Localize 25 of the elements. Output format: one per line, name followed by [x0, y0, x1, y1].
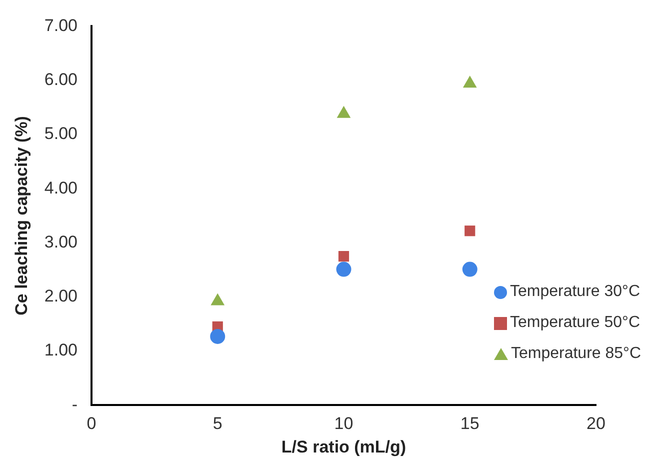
- point: [336, 106, 351, 118]
- point: [464, 226, 476, 236]
- y-tick-label: 2.00: [44, 286, 78, 306]
- x-tick-label: 20: [586, 414, 606, 434]
- legend-label: Temperature 50°C: [510, 314, 640, 332]
- y-tick-label: 7.00: [44, 16, 78, 35]
- y-tick-label: 4.00: [44, 178, 78, 198]
- legend-label: Temperature 85°C: [510, 345, 641, 363]
- x-tick-label: 0: [86, 414, 96, 434]
- point: [336, 262, 352, 277]
- legend-label: Temperature 30°C: [510, 283, 640, 301]
- x-tick-label: 15: [460, 414, 480, 434]
- y-tick-label: 5.00: [44, 124, 78, 144]
- y-tick-label: 3.00: [44, 232, 78, 252]
- x-tick-label: 5: [212, 414, 222, 434]
- y-tick-label: -: [72, 394, 78, 414]
- point: [338, 251, 350, 262]
- y-axis-title: Ce leaching capacity (%): [12, 116, 31, 316]
- point: [462, 76, 477, 88]
- point: [210, 328, 226, 344]
- x-tick-label: 10: [334, 414, 354, 434]
- y-tick-label: 6.00: [44, 70, 78, 90]
- y-tick-label: 1.00: [44, 340, 78, 360]
- point: [462, 262, 478, 277]
- x-axis-title: L/S ratio (mL/g): [281, 437, 406, 456]
